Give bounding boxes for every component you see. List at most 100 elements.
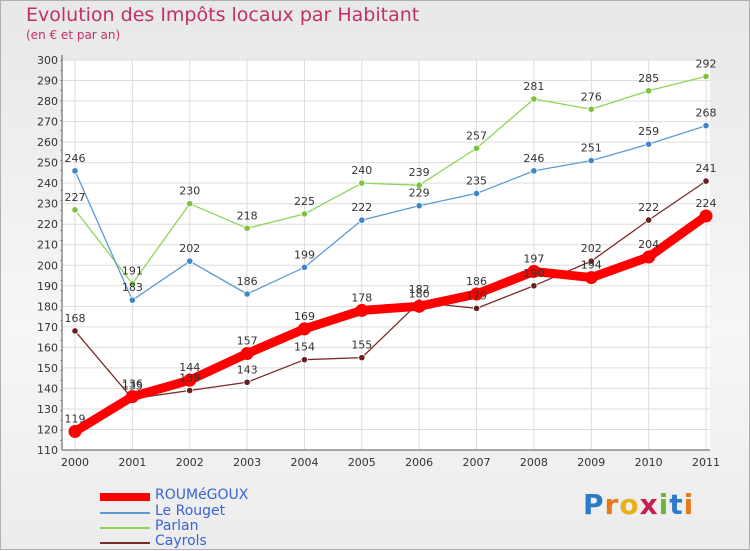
y-tick-label: 150 <box>37 362 58 375</box>
data-label-le-rouget: 246 <box>523 152 544 165</box>
data-label-le-rouget: 183 <box>122 281 143 294</box>
logo-letter: i <box>658 488 670 521</box>
data-label-le-rouget: 251 <box>581 142 602 155</box>
chart-subtitle: (en € et par an) <box>26 28 121 42</box>
data-point-roum-goux <box>699 209 713 223</box>
data-point-le-rouget <box>300 263 309 271</box>
data-label-cayrols: 143 <box>237 363 258 376</box>
data-point-parlan <box>243 224 251 232</box>
y-tick-label: 290 <box>37 75 58 88</box>
series-line-parlan <box>74 75 707 285</box>
data-label-le-rouget: 202 <box>179 242 200 255</box>
data-point-roum-goux <box>125 390 139 404</box>
legend-swatch <box>100 493 150 501</box>
logo-letter: r <box>604 488 620 521</box>
x-tick-label: 2003 <box>233 456 261 469</box>
data-point-roum-goux <box>470 287 484 301</box>
data-label-parlan: 218 <box>237 209 258 222</box>
y-tick-label: 280 <box>37 95 58 108</box>
data-label-roum-goux: 119 <box>65 413 86 426</box>
data-point-cayrols <box>186 386 194 395</box>
data-point-roum-goux <box>642 250 656 264</box>
data-point-roum-goux <box>412 299 426 313</box>
data-point-le-rouget <box>415 202 423 210</box>
data-label-roum-goux: 144 <box>179 361 200 374</box>
data-label-cayrols: 139 <box>179 371 200 384</box>
x-tick-label: 2001 <box>118 456 146 469</box>
x-tick-label: 2005 <box>348 456 376 469</box>
data-point-le-rouget <box>587 156 595 165</box>
y-tick-label: 200 <box>37 259 58 272</box>
data-point-parlan <box>587 105 595 113</box>
data-point-roum-goux <box>584 271 598 285</box>
data-point-cayrols <box>645 216 653 224</box>
data-label-parlan: 225 <box>294 195 315 208</box>
data-label-parlan: 285 <box>638 72 659 85</box>
data-label-parlan: 292 <box>696 57 717 70</box>
data-point-parlan <box>358 179 366 187</box>
y-tick-label: 160 <box>37 341 58 354</box>
y-tick-label: 220 <box>37 218 58 231</box>
data-label-cayrols: 241 <box>696 162 717 175</box>
legend-label: Le Rouget <box>155 503 226 519</box>
data-point-le-rouget <box>186 257 194 265</box>
data-label-parlan: 281 <box>523 80 544 93</box>
data-point-le-rouget <box>243 290 251 298</box>
data-label-roum-goux: 136 <box>122 378 143 391</box>
data-label-parlan: 191 <box>122 265 143 278</box>
y-tick-label: 130 <box>37 403 58 416</box>
legend-label: Cayrols <box>155 533 207 549</box>
data-point-cayrols <box>300 356 309 364</box>
data-label-parlan: 257 <box>466 129 487 142</box>
data-label-cayrols: 168 <box>65 312 86 325</box>
data-label-le-rouget: 186 <box>237 275 258 288</box>
legend-label: Parlan <box>155 518 199 534</box>
data-label-roum-goux: 157 <box>237 335 258 348</box>
data-point-parlan <box>530 95 538 103</box>
data-label-le-rouget: 268 <box>696 107 717 120</box>
series-line-cayrols <box>74 180 707 400</box>
data-point-cayrols <box>472 304 481 312</box>
logo-letter: P <box>583 488 605 521</box>
data-point-cayrols <box>243 378 251 386</box>
x-tick-label: 2008 <box>520 456 548 469</box>
y-tick-label: 190 <box>37 280 58 293</box>
data-point-roum-goux <box>527 264 541 278</box>
data-point-cayrols <box>702 177 710 185</box>
data-label-roum-goux: 197 <box>523 252 544 265</box>
data-label-le-rouget: 235 <box>466 174 487 187</box>
data-label-roum-goux: 169 <box>294 310 315 323</box>
data-point-le-rouget <box>358 216 366 224</box>
data-point-roum-goux <box>183 373 197 387</box>
data-label-le-rouget: 222 <box>351 201 372 214</box>
data-point-cayrols <box>358 354 366 362</box>
x-tick-label: 2010 <box>635 456 663 469</box>
y-tick-label: 250 <box>37 157 58 170</box>
data-label-roum-goux: 186 <box>466 275 487 288</box>
y-tick-label: 260 <box>37 136 58 149</box>
logo-letter: i <box>683 488 695 521</box>
y-tick-label: 180 <box>37 300 58 313</box>
proxiti-logo: Proxiti <box>583 488 694 521</box>
y-tick-label: 140 <box>37 382 58 395</box>
data-label-cayrols: 179 <box>466 289 487 302</box>
data-label-roum-goux: 204 <box>638 238 659 251</box>
y-tick-label: 110 <box>37 444 58 457</box>
data-label-roum-goux: 194 <box>581 259 602 272</box>
y-tick-label: 230 <box>37 198 58 211</box>
data-point-le-rouget <box>702 122 710 130</box>
logo-letter: t <box>669 488 684 521</box>
legend-label: ROUMéGOUX <box>155 487 249 503</box>
data-point-le-rouget <box>645 140 653 148</box>
data-label-cayrols: 222 <box>638 201 659 214</box>
data-label-roum-goux: 180 <box>409 287 430 300</box>
data-point-roum-goux <box>68 425 82 439</box>
data-point-cayrols <box>71 327 79 335</box>
data-label-parlan: 227 <box>65 191 86 204</box>
data-label-le-rouget: 246 <box>65 152 86 165</box>
x-tick-label: 2004 <box>290 456 318 469</box>
x-tick-label: 2011 <box>692 456 720 469</box>
y-tick-label: 120 <box>37 423 58 436</box>
legend-swatch <box>100 512 150 514</box>
